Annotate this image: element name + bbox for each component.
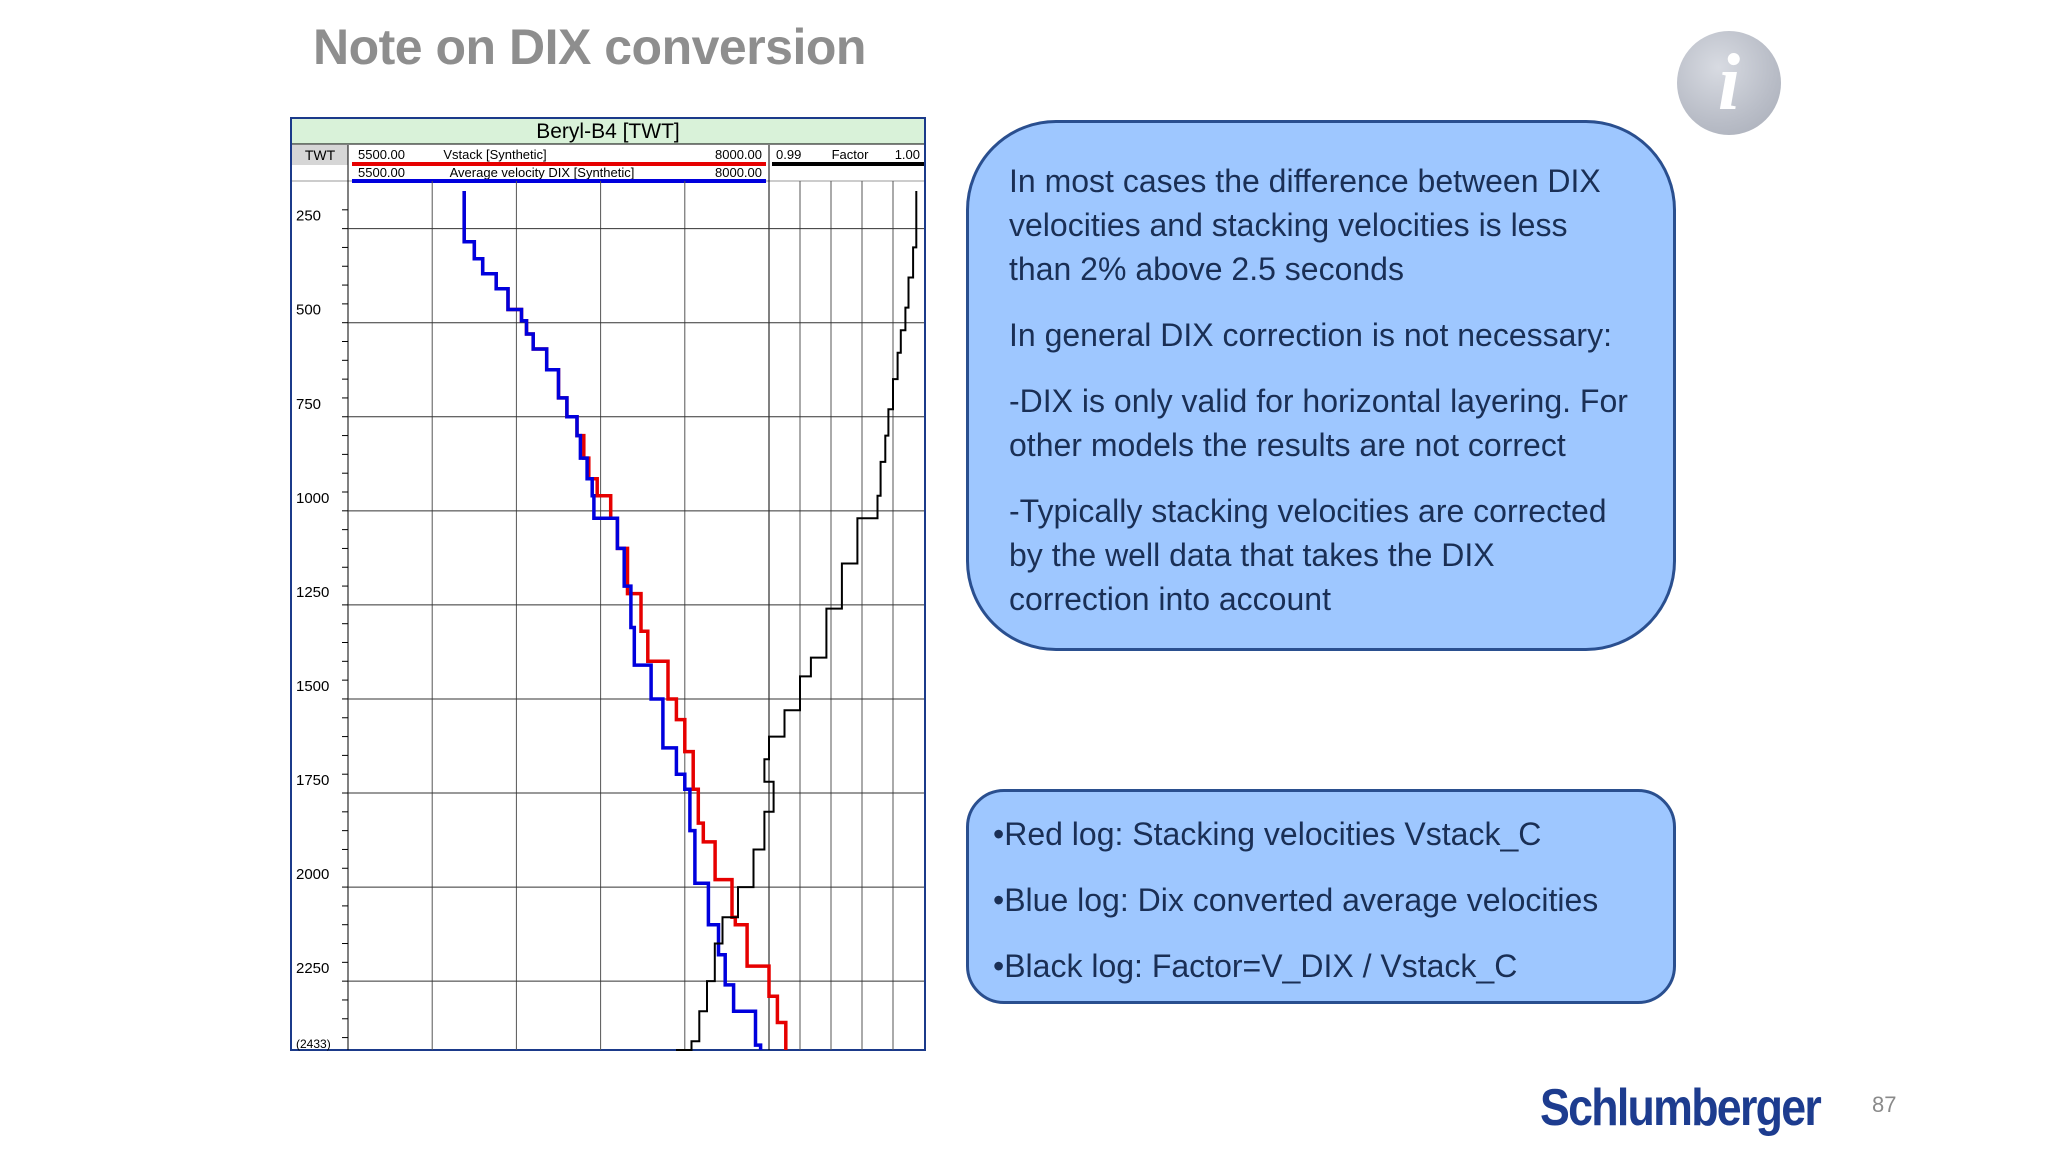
page-number: 87 [1872,1092,1897,1117]
curve-layer [462,191,918,1051]
well-log-chart: Beryl-B4 [TWT] TWT 5500.00 Vstack [Synth… [290,117,926,1051]
factor-max-label: 1.00 [895,147,920,162]
depth-header-cell [292,145,348,165]
grid-layer [342,181,924,1050]
y-tick-label: (2433) [296,1037,331,1051]
y-tick-label: 1750 [296,772,329,789]
blue-curve-min-label: 5500.00 [358,165,405,180]
y-tick-labels: 250 500 750 1000 1250 1500 1750 2000 2250 (2433) [296,208,331,1051]
y-tick-label: 1500 [296,678,329,695]
red-curve-min-label: 5500.00 [358,147,405,162]
info-icon: i [1677,31,1781,135]
note-line: In most cases the difference between DIX… [1009,163,1601,287]
chart-frame [290,117,926,1051]
note-line: In general DIX correction is not necessa… [1009,317,1612,353]
legend-line-black: •Black log: Factor=V_DIX / Vstack_C [993,948,1518,984]
y-tick-label: 1250 [296,584,329,601]
slide-title: Note on DIX conversion [313,19,866,75]
notes-callout: In most cases the difference between DIX… [966,120,1676,651]
legend-line-red: •Red log: Stacking velocities Vstack_C [993,816,1542,852]
note-line: -Typically stacking velocities are corre… [1009,493,1607,617]
legend-line-blue: •Blue log: Dix converted average velocit… [993,882,1599,918]
note-line: -DIX is only valid for horizontal layeri… [1009,383,1628,463]
blue-curve-name: Average velocity DIX [Synthetic] [450,165,635,180]
y-tick-label: 1000 [296,490,329,507]
y-tick-label: 750 [296,396,321,413]
y-tick-label: 500 [296,302,321,319]
depth-column-label: TWT [305,147,336,163]
legend-callout: •Red log: Stacking velocities Vstack_C •… [966,789,1676,1004]
factor-curve-name: Factor [832,147,870,162]
y-tick-label: 2250 [296,960,329,977]
blue-curve-max-label: 8000.00 [715,165,762,180]
well-log-panel: Beryl-B4 [TWT] TWT 5500.00 Vstack [Synth… [290,117,926,1052]
factor-min-label: 0.99 [776,147,801,162]
y-tick-label: 250 [296,208,321,225]
chart-title-band [292,119,924,144]
chart-title: Beryl-B4 [TWT] [536,120,680,143]
y-tick-label: 2000 [296,866,329,883]
factor-black-curve [676,191,918,1051]
red-curve-max-label: 8000.00 [715,147,762,162]
company-logo: Schlumberger [1540,1079,1822,1137]
red-curve-name: Vstack [Synthetic] [443,147,546,162]
dix-blue-curve [462,191,763,1050]
